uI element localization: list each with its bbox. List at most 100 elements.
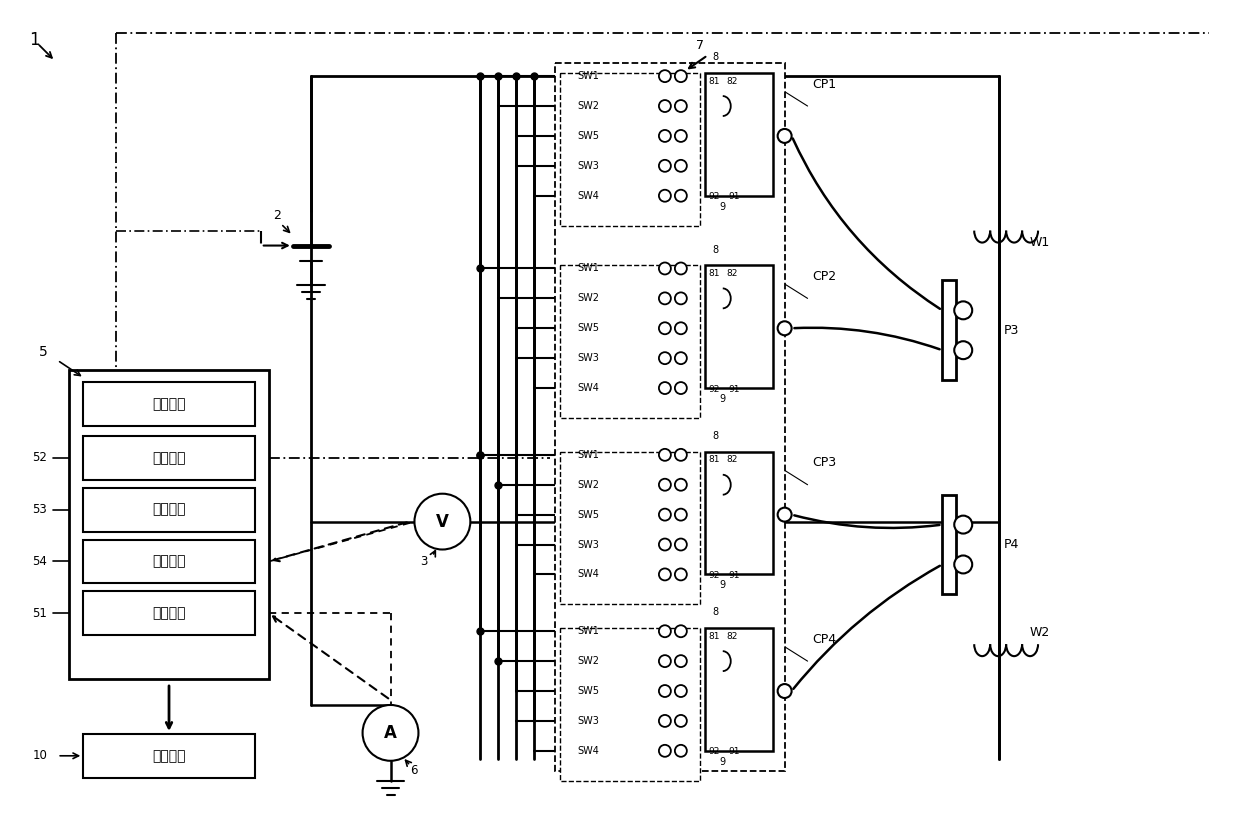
Text: 8: 8 — [712, 431, 719, 441]
Text: 9: 9 — [720, 757, 726, 767]
Bar — [69, 370, 269, 679]
Text: SW2: SW2 — [577, 656, 600, 666]
Circle shape — [675, 568, 686, 580]
Text: CP4: CP4 — [813, 633, 836, 646]
Circle shape — [675, 352, 686, 364]
Text: W1: W1 — [1030, 236, 1049, 249]
Bar — [705, 452, 773, 575]
Text: SW4: SW4 — [577, 383, 598, 393]
Text: 8: 8 — [712, 245, 719, 254]
Text: 81: 81 — [709, 455, 720, 464]
Circle shape — [659, 263, 670, 275]
Text: SW1: SW1 — [577, 450, 598, 460]
Circle shape — [778, 507, 792, 522]
Circle shape — [659, 382, 670, 394]
Bar — [83, 436, 255, 480]
Text: SW2: SW2 — [577, 480, 600, 489]
Bar — [943, 494, 957, 594]
Bar — [705, 266, 773, 388]
Circle shape — [659, 625, 670, 637]
Text: 81: 81 — [709, 269, 720, 278]
Text: 1: 1 — [30, 31, 40, 50]
Circle shape — [659, 449, 670, 461]
Text: SW5: SW5 — [577, 686, 600, 696]
Text: SW3: SW3 — [577, 353, 598, 363]
Circle shape — [675, 715, 686, 727]
Text: SW2: SW2 — [577, 101, 600, 111]
Text: 6: 6 — [410, 764, 418, 777]
Circle shape — [675, 322, 686, 334]
Text: 92: 92 — [709, 747, 720, 756]
Circle shape — [778, 321, 792, 335]
Text: SW1: SW1 — [577, 71, 598, 81]
Text: 91: 91 — [729, 192, 740, 202]
Circle shape — [675, 293, 686, 304]
Text: CP3: CP3 — [813, 456, 836, 469]
Text: 显示单元: 显示单元 — [152, 749, 186, 763]
Text: V: V — [436, 513, 449, 531]
Bar — [560, 452, 700, 604]
Circle shape — [363, 705, 419, 761]
Circle shape — [659, 685, 670, 697]
Circle shape — [675, 538, 686, 550]
Circle shape — [659, 479, 670, 491]
Circle shape — [659, 352, 670, 364]
Circle shape — [954, 515, 973, 533]
Text: 54: 54 — [32, 555, 47, 568]
Text: 9: 9 — [720, 580, 726, 590]
Circle shape — [659, 322, 670, 334]
Bar — [83, 591, 255, 635]
Text: 91: 91 — [729, 747, 740, 756]
Circle shape — [778, 684, 792, 698]
Text: SW5: SW5 — [577, 510, 600, 520]
Text: 3: 3 — [420, 555, 427, 568]
Text: 53: 53 — [32, 503, 47, 516]
Text: P4: P4 — [1004, 538, 1020, 551]
Text: CP2: CP2 — [813, 270, 836, 283]
Circle shape — [659, 509, 670, 520]
Bar — [555, 63, 784, 771]
Circle shape — [659, 538, 670, 550]
Bar — [705, 73, 773, 196]
Circle shape — [675, 509, 686, 520]
Bar — [83, 382, 255, 426]
Text: SW3: SW3 — [577, 161, 598, 171]
Circle shape — [415, 493, 471, 550]
Text: 判定单元: 判定单元 — [152, 554, 186, 568]
Circle shape — [659, 655, 670, 667]
Text: SW3: SW3 — [577, 716, 598, 726]
Circle shape — [954, 555, 973, 573]
Bar — [83, 488, 255, 532]
Circle shape — [675, 263, 686, 275]
Circle shape — [659, 189, 670, 202]
Text: P3: P3 — [1004, 324, 1020, 337]
Circle shape — [675, 479, 686, 491]
Bar — [560, 266, 700, 418]
Bar — [83, 734, 255, 778]
Circle shape — [675, 745, 686, 757]
Text: 82: 82 — [727, 632, 738, 641]
Text: W2: W2 — [1030, 626, 1049, 639]
Text: SW4: SW4 — [577, 746, 598, 756]
Circle shape — [659, 745, 670, 757]
Circle shape — [659, 293, 670, 304]
Circle shape — [675, 625, 686, 637]
Circle shape — [954, 302, 973, 320]
Text: CP1: CP1 — [813, 77, 836, 90]
Circle shape — [675, 449, 686, 461]
Text: SW1: SW1 — [577, 626, 598, 637]
Text: 9: 9 — [720, 394, 726, 404]
Text: 92: 92 — [709, 571, 720, 580]
Circle shape — [954, 341, 973, 359]
Bar — [705, 628, 773, 751]
Text: 10: 10 — [32, 750, 47, 763]
Text: SW5: SW5 — [577, 131, 600, 141]
Text: 控制单元: 控制单元 — [152, 397, 186, 411]
Text: 5: 5 — [38, 346, 47, 359]
Text: 82: 82 — [727, 269, 738, 278]
Text: 2: 2 — [273, 209, 281, 222]
Text: 存储单元: 存储单元 — [152, 606, 186, 620]
Circle shape — [675, 685, 686, 697]
Circle shape — [659, 100, 670, 112]
Text: SW3: SW3 — [577, 540, 598, 550]
